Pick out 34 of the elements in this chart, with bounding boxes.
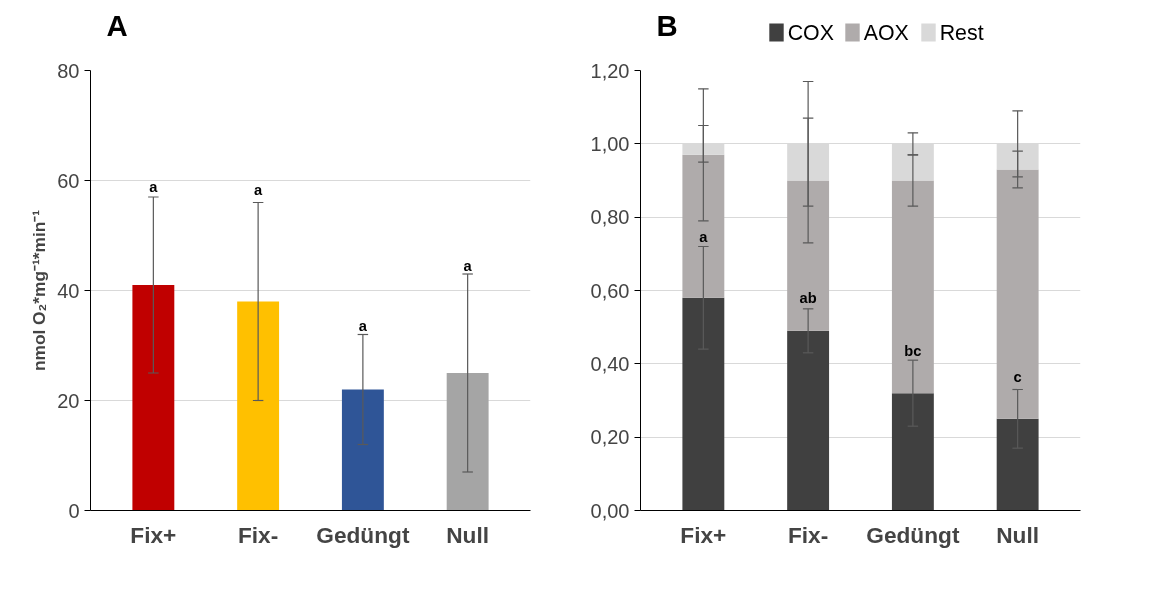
y-tick-label: 80 <box>57 59 80 82</box>
y-tick-label: 0,00 <box>590 499 630 522</box>
x-tick-label: Fix+ <box>680 521 727 548</box>
annotation: a <box>254 181 264 198</box>
chart-title: A <box>106 9 128 42</box>
x-tick-label: Fix- <box>787 521 829 548</box>
y-tick-label: 0,60 <box>590 279 630 302</box>
annotation: a <box>699 229 709 246</box>
x-tick-label: Fix- <box>237 521 279 548</box>
x-tick-label: Fix+ <box>130 521 177 548</box>
annotation: a <box>149 179 159 196</box>
y-tick-label: 1,20 <box>590 59 630 82</box>
y-tick-label: 20 <box>57 389 80 412</box>
y-tick-label: 0,40 <box>590 352 630 375</box>
y-tick-label: 0 <box>68 499 80 522</box>
x-tick-label: Gedüngt <box>866 521 960 548</box>
y-tick-label: 60 <box>57 169 80 192</box>
y-tick-label: 0,80 <box>590 206 630 229</box>
chart-title: B <box>656 9 678 42</box>
legend-label: Rest <box>939 20 984 45</box>
annotation: a <box>358 318 368 335</box>
annotation: a <box>463 258 473 275</box>
annotation: bc <box>904 343 922 359</box>
y-tick-label: 0,20 <box>590 426 630 449</box>
y-axis-title: nmol O₂*mg⁻¹*min⁻¹ <box>29 209 50 372</box>
y-tick-label: 1,00 <box>590 132 630 155</box>
annotation: c <box>1013 368 1022 385</box>
x-tick-label: Null <box>996 521 1040 548</box>
x-tick-label: Gedüngt <box>316 521 410 548</box>
x-tick-label: Null <box>446 521 490 548</box>
y-tick-label: 40 <box>57 279 80 302</box>
annotation: ab <box>799 289 817 306</box>
legend-label: COX <box>787 20 834 45</box>
legend-label: AOX <box>863 20 909 45</box>
